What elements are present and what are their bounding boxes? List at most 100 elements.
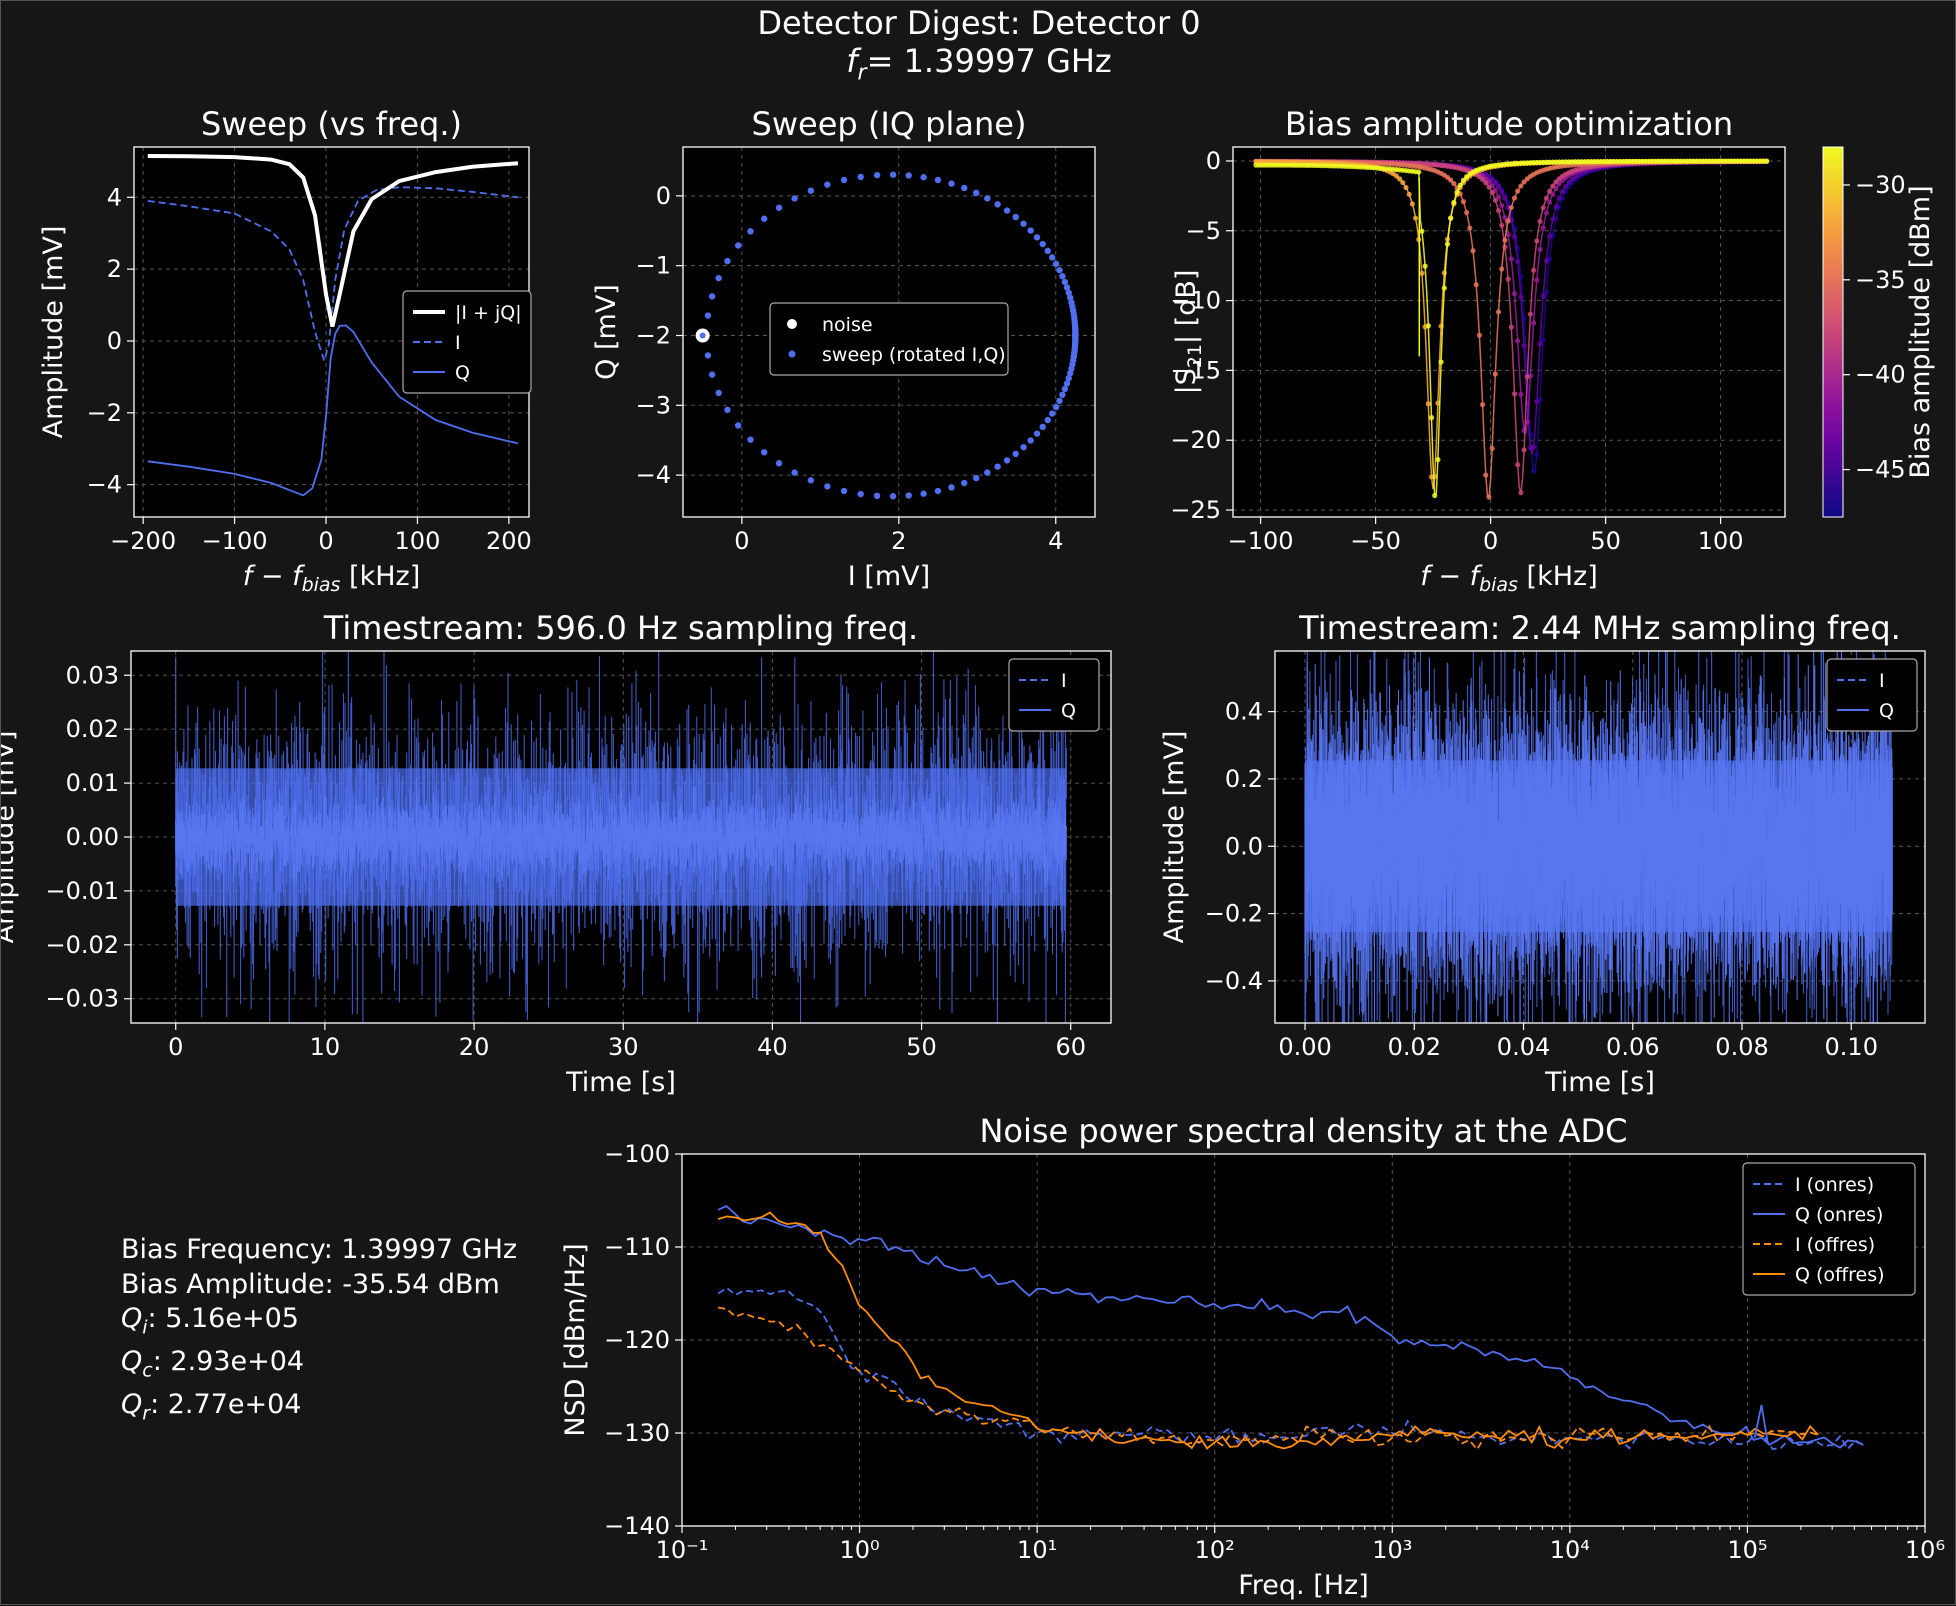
bias-point: [1550, 183, 1556, 189]
sweep-point: [905, 492, 912, 499]
bias-point: [1409, 201, 1415, 207]
x-tick-label: −100: [202, 527, 268, 555]
bias-point: [1457, 182, 1463, 188]
panel-bias_opt: −100 −50 0 50 100 0 −5 −10 −15 −20 −25 Bias amplitu…: [1170, 105, 1936, 596]
sweep-point: [807, 187, 815, 194]
sweep-point: [920, 174, 927, 181]
legend: I (onres) Q (onres) I (offres) Q (offres): [1742, 1162, 1916, 1296]
sweep-point: [840, 487, 848, 495]
subtitle-value: = 1.39997 GHz: [866, 42, 1112, 80]
sweep-point: [1033, 234, 1041, 241]
x-tick-label: 4: [1048, 527, 1063, 555]
panel-sweep_freq: −200 −100 0 100 200 −4 −2 0 2 4 Sweep (vs freq.) Am…: [38, 105, 532, 596]
bias-point: [1531, 444, 1537, 450]
series-q-noise: [1304, 651, 1893, 1023]
sweep-point: [724, 406, 731, 414]
bias-point: [1534, 452, 1540, 458]
sweep-point: [1059, 272, 1066, 280]
x-tick-label: 0.06: [1606, 1033, 1659, 1061]
sweep-point: [934, 487, 942, 495]
x-tick-label: 50: [1590, 527, 1621, 555]
series-q-noise: [175, 777, 1067, 907]
bias-point: [1562, 183, 1569, 190]
plot-marks: [1304, 651, 1893, 1023]
bias-point: [1537, 218, 1543, 224]
qc-sub: c: [142, 1359, 153, 1382]
bias-point: [1508, 204, 1514, 211]
bias-point: [1489, 190, 1495, 196]
x-axis-label: Freq. [Hz]: [1238, 1570, 1369, 1601]
bias-point: [1444, 241, 1451, 247]
y-tick-label: −10: [1170, 287, 1221, 315]
plot-marks: [695, 171, 1079, 500]
sweep-point: [1063, 284, 1071, 291]
y-tick-label: 4: [107, 183, 122, 211]
sweep-point: [734, 242, 742, 249]
x-tick-label: 10: [310, 1033, 341, 1061]
plot-marks: [717, 1205, 1864, 1452]
x-tick-label: 10⁰: [839, 1536, 879, 1564]
qr-symbol: Q: [121, 1388, 143, 1420]
x-tick-label: 200: [486, 527, 532, 555]
bias-point: [1518, 490, 1524, 496]
bias-point: [1425, 401, 1431, 407]
sweep-point: [1033, 430, 1041, 437]
bias-point: [1550, 216, 1556, 222]
x-tick-label: 2: [891, 527, 906, 555]
bias-point: [1543, 195, 1550, 201]
colorbar: [1822, 146, 1844, 518]
bias-frequency: Bias Frequency: 1.39997 GHz: [121, 1234, 518, 1265]
sweep-point: [1067, 294, 1074, 301]
sweep-point: [704, 312, 712, 319]
bias-point: [1559, 188, 1565, 195]
noise-center: [699, 332, 706, 339]
qc-stat: Qc: 2.93e+04: [121, 1345, 517, 1388]
x-tick-label: −50: [1350, 527, 1401, 555]
bias-point: [1495, 207, 1502, 214]
bias-point: [1508, 324, 1514, 330]
y-axis-label: Q [mV]: [591, 284, 622, 380]
bias-point: [1499, 202, 1505, 209]
series-q-path: [1304, 651, 1893, 1023]
nsd-spike: [1753, 1404, 1769, 1443]
y-tick-label: −140: [604, 1512, 670, 1540]
y-tick-label: −0.03: [45, 985, 119, 1013]
x-tick-label: 10⁻¹: [656, 1536, 709, 1564]
y-tick-label: −110: [604, 1233, 670, 1261]
bias-point: [1546, 233, 1553, 239]
x-tick-label: 0: [1483, 527, 1498, 555]
bias-point: [1521, 343, 1527, 349]
qc-symbol: Q: [121, 1345, 143, 1377]
x-tick-label: 10³: [1372, 1536, 1412, 1564]
bias-point: [1531, 468, 1537, 474]
bias-point: [1451, 180, 1457, 187]
legend-box: [1008, 658, 1100, 732]
y-axis-label: |S21| [dB]: [1171, 270, 1206, 395]
legend-marker: [787, 319, 797, 329]
bias-point: [1499, 189, 1505, 195]
axes-frame: [1232, 146, 1786, 518]
bias-point: [1419, 270, 1425, 276]
bias-point: [1422, 263, 1428, 269]
qi-value: : 5.16e+05: [147, 1303, 299, 1334]
plot-marks: [1253, 158, 1770, 500]
colorbar-tick-label: −45: [1855, 456, 1906, 484]
qi-symbol: Q: [121, 1303, 143, 1334]
bias-point: [1502, 215, 1508, 221]
sweep-point: [1061, 385, 1069, 393]
qr-value: : 2.77e+04: [150, 1388, 302, 1420]
bias-point: [1527, 311, 1534, 317]
bias-point: [1495, 183, 1502, 190]
bias-point: [1508, 256, 1514, 262]
qi-sub: i: [142, 1316, 148, 1339]
bias-point: [1521, 427, 1527, 434]
bias-point: [1416, 169, 1422, 175]
x-tick-label: 40: [757, 1033, 788, 1061]
x-tick-label: 10⁴: [1550, 1536, 1590, 1564]
bias-point: [1534, 277, 1540, 283]
colorbar-label: Bias amplitude [dBm]: [1905, 185, 1936, 478]
sweep-point: [1012, 450, 1019, 458]
y-tick-label: −0.01: [45, 877, 119, 905]
sweep-point: [1065, 289, 1072, 296]
